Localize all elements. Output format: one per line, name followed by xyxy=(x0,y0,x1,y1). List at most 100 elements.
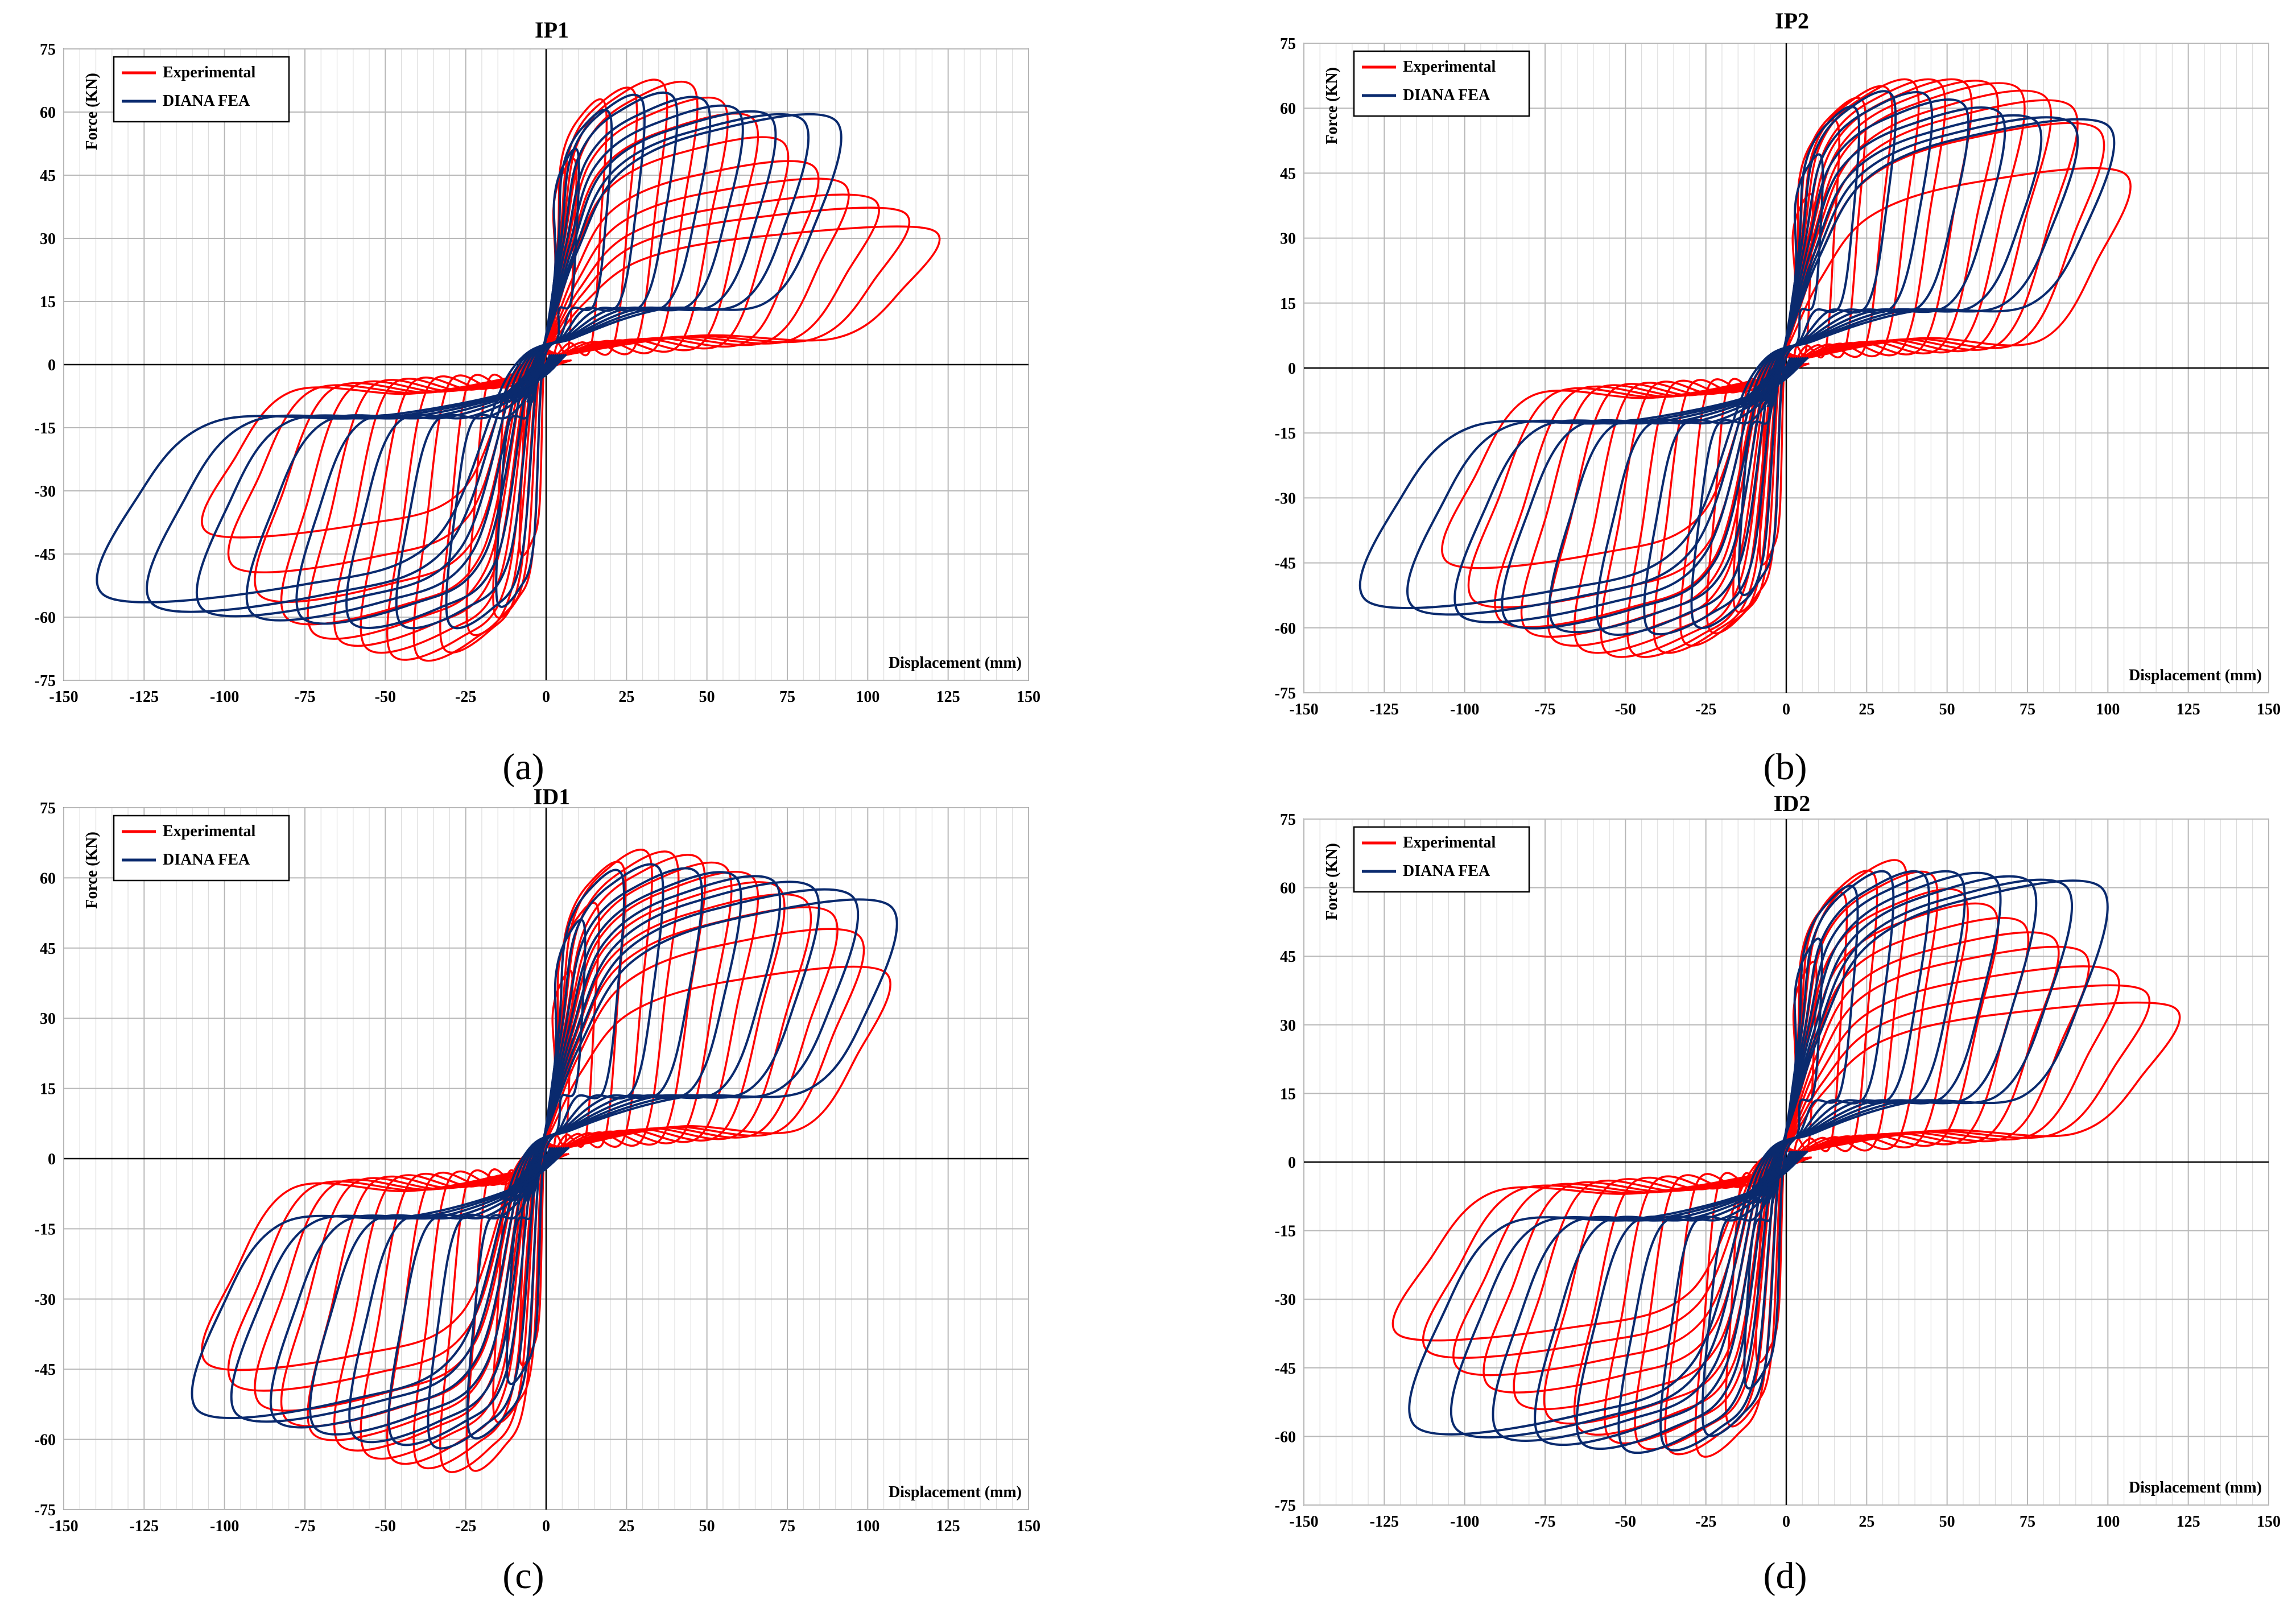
legend-label: DIANA FEA xyxy=(1403,86,1490,104)
y-tick-label: 75 xyxy=(40,800,56,817)
y-tick-label: -75 xyxy=(1275,685,1296,702)
x-axis-label: Displacement (mm) xyxy=(2129,1479,2262,1496)
x-tick-label: -50 xyxy=(375,688,396,706)
x-tick-label: -125 xyxy=(130,688,159,706)
x-tick-label: -125 xyxy=(1370,1513,1399,1531)
chart-title: ID1 xyxy=(534,784,570,809)
x-tick-label: -50 xyxy=(375,1518,396,1535)
x-tick-label: 150 xyxy=(1017,1518,1040,1535)
x-tick-label: -75 xyxy=(294,688,315,706)
x-tick-label: 25 xyxy=(1859,701,1874,718)
x-tick-label: 75 xyxy=(2020,701,2035,718)
x-tick-label: -150 xyxy=(1289,701,1318,718)
hysteresis-loop xyxy=(201,225,941,539)
x-tick-label: -125 xyxy=(1370,701,1399,718)
x-tick-label: 25 xyxy=(1859,1513,1874,1531)
x-tick-label: 100 xyxy=(856,688,879,706)
x-tick-label: 0 xyxy=(1782,1513,1790,1531)
y-tick-label: -60 xyxy=(1275,1428,1296,1446)
legend-label: Experimental xyxy=(1403,834,1496,851)
y-tick-label: 15 xyxy=(1280,1085,1296,1103)
y-tick-label: -60 xyxy=(35,1432,56,1449)
legend-box xyxy=(1353,826,1530,893)
y-tick-label: 45 xyxy=(40,167,56,185)
y-tick-label: 45 xyxy=(1280,165,1296,183)
x-tick-label: -150 xyxy=(49,1518,78,1535)
y-tick-label: 60 xyxy=(1280,100,1296,118)
x-tick-label: -125 xyxy=(130,1518,159,1535)
y-tick-label: -45 xyxy=(35,1361,56,1379)
y-axis-label: Force (KN) xyxy=(83,832,101,909)
y-tick-label: 30 xyxy=(1280,230,1296,248)
x-tick-label: -75 xyxy=(1534,1513,1555,1531)
x-tick-label: -100 xyxy=(210,688,239,706)
legend-label: DIANA FEA xyxy=(1403,862,1490,880)
x-tick-label: -25 xyxy=(455,1518,476,1535)
y-tick-label: -60 xyxy=(35,609,56,627)
x-tick-label: -25 xyxy=(1695,701,1716,718)
y-tick-label: 75 xyxy=(1280,811,1296,829)
legend-label: Experimental xyxy=(163,822,256,840)
hysteresis-loop xyxy=(1408,879,2109,1436)
y-tick-label: 30 xyxy=(40,1010,56,1028)
chart-panel-1: -150 -125 -100 -75 -50 -25 0 25 50 75 100 125 150-75… xyxy=(35,17,1040,706)
chart-panel-3: -150 -125 -100 -75 -50 -25 0 25 50 75 100 125 150-75… xyxy=(35,784,1040,1535)
y-tick-label: 0 xyxy=(48,357,56,374)
y-axis-label: Force (KN) xyxy=(1323,67,1341,144)
y-tick-label: -30 xyxy=(35,483,56,501)
y-tick-label: 30 xyxy=(40,230,56,248)
legend-box xyxy=(113,56,290,123)
x-tick-label: -75 xyxy=(294,1518,315,1535)
chart-panel-2: -150 -125 -100 -75 -50 -25 0 25 50 75 100 125 150-75… xyxy=(1275,8,2281,718)
x-tick-label: 100 xyxy=(856,1518,879,1535)
x-tick-label: -75 xyxy=(1534,701,1555,718)
y-tick-label: -15 xyxy=(1275,1223,1296,1241)
x-tick-label: 150 xyxy=(2257,1513,2281,1531)
y-tick-label: 75 xyxy=(40,41,56,59)
y-tick-label: -15 xyxy=(1275,425,1296,443)
y-tick-label: 15 xyxy=(40,293,56,311)
legend-label: DIANA FEA xyxy=(163,92,250,110)
chart-title: IP1 xyxy=(535,17,569,43)
x-tick-label: -50 xyxy=(1615,1513,1636,1531)
y-tick-label: -45 xyxy=(35,546,56,564)
legend: Experimental DIANA FEA xyxy=(1353,50,1530,117)
x-axis-label: Displacement (mm) xyxy=(889,1483,1022,1501)
x-tick-label: 50 xyxy=(1939,1513,1955,1531)
legend-label: Experimental xyxy=(163,64,256,81)
chart-title: ID2 xyxy=(1774,791,1810,816)
chart-panel-4: -150 -125 -100 -75 -50 -25 0 25 50 75 100 125 150-75… xyxy=(1275,791,2281,1531)
x-tick-label: 100 xyxy=(2096,1513,2120,1531)
x-tick-label: 50 xyxy=(699,688,715,706)
x-tick-label: 50 xyxy=(699,1518,715,1535)
series-diana-fea xyxy=(96,91,843,630)
y-axis-label: Force (KN) xyxy=(83,73,101,150)
x-tick-label: 100 xyxy=(2096,701,2120,718)
y-tick-label: 60 xyxy=(40,870,56,887)
x-tick-label: 125 xyxy=(936,1518,960,1535)
y-tick-label: 75 xyxy=(1280,35,1296,53)
x-tick-label: 75 xyxy=(2020,1513,2035,1531)
y-tick-label: 15 xyxy=(40,1081,56,1098)
y-tick-label: 60 xyxy=(40,104,56,122)
y-tick-label: -60 xyxy=(1275,620,1296,638)
x-tick-label: 50 xyxy=(1939,701,1955,718)
panel-caption: (b) xyxy=(1764,746,1807,788)
x-tick-label: -100 xyxy=(1450,701,1479,718)
y-tick-label: 0 xyxy=(1288,360,1296,378)
y-tick-label: 30 xyxy=(1280,1017,1296,1035)
hysteresis-loop xyxy=(96,113,843,603)
panel-caption: (d) xyxy=(1764,1555,1807,1597)
hysteresis-loop xyxy=(466,869,626,1440)
y-tick-label: 45 xyxy=(40,940,56,958)
legend: Experimental DIANA FEA xyxy=(113,56,290,123)
hysteresis-loop xyxy=(1441,167,2132,569)
y-tick-label: -30 xyxy=(1275,1291,1296,1309)
y-tick-label: 15 xyxy=(1280,295,1296,313)
y-tick-label: -15 xyxy=(35,1221,56,1238)
x-tick-label: 75 xyxy=(779,1518,795,1535)
legend: Experimental DIANA FEA xyxy=(113,815,290,882)
legend-label: Experimental xyxy=(1403,58,1496,76)
y-tick-label: 60 xyxy=(1280,880,1296,898)
